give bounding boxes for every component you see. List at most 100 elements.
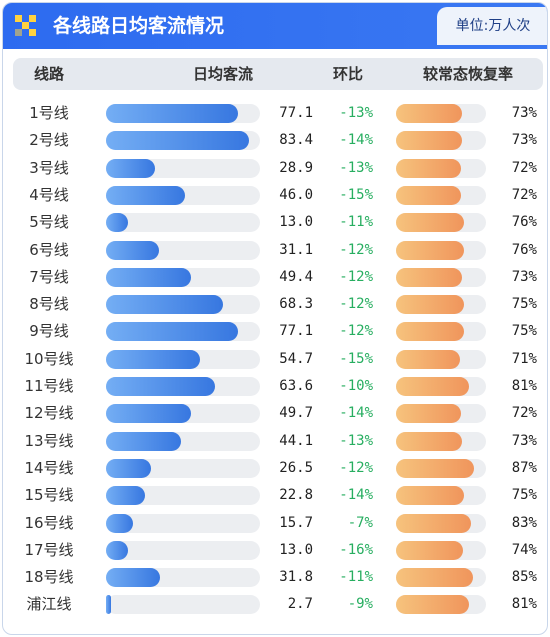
flow-bar (106, 185, 185, 205)
table-row: 15号线 22.8 -14% 75% (3, 482, 547, 509)
recovery-bar (396, 295, 464, 315)
recovery-bar (396, 540, 463, 560)
table-row: 8号线 68.3 -12% 75% (3, 291, 547, 318)
recovery-bar-track (396, 540, 486, 560)
flow-value: 83.4 (279, 132, 313, 149)
recovery-bar (396, 322, 464, 342)
flow-value: 13.0 (279, 541, 313, 558)
flow-value: 46.0 (279, 186, 313, 203)
flow-value: 68.3 (279, 296, 313, 313)
table-row: 17号线 13.0 -16% 74% (3, 537, 547, 564)
line-name: 9号线 (29, 322, 69, 341)
flow-bar (106, 377, 215, 396)
flow-bar (106, 458, 152, 478)
recovery-bar (396, 404, 461, 424)
change-value: -7% (347, 514, 373, 531)
table-row: 16号线 15.7 -7% 83% (3, 510, 547, 537)
flow-bar (106, 486, 145, 506)
table-row: 1号线 77.1 -13% 73% (3, 100, 547, 127)
recovery-value: 75% (511, 487, 537, 504)
change-value: -12% (339, 296, 373, 313)
line-name: 3号线 (29, 158, 69, 177)
recovery-bar (396, 104, 462, 123)
flow-value: 13.0 (279, 214, 313, 231)
recovery-bar-track (396, 595, 486, 615)
recovery-bar (396, 158, 461, 178)
flow-value: 77.1 (279, 323, 313, 340)
recovery-bar-track (396, 213, 486, 233)
column-header-change: 环比 (332, 65, 363, 83)
line-name: 8号线 (29, 295, 69, 314)
flow-bar-track (106, 540, 260, 560)
flow-value: 26.5 (279, 459, 313, 476)
change-value: -9% (347, 596, 373, 613)
flow-value: 44.1 (279, 432, 313, 449)
flow-value: 31.1 (279, 241, 313, 258)
flow-bar-track (106, 185, 260, 205)
recovery-bar-track (396, 568, 486, 588)
recovery-bar (396, 458, 475, 478)
flow-bar (106, 104, 238, 123)
table-row: 18号线 31.8 -11% 85% (3, 564, 547, 591)
flow-bar-track (106, 349, 260, 369)
recovery-bar-track (396, 131, 486, 151)
recovery-value: 87% (511, 459, 537, 476)
flow-bar-track (106, 131, 260, 151)
flow-bar-track (106, 404, 260, 424)
change-value: -12% (339, 459, 373, 476)
line-name: 6号线 (29, 240, 69, 259)
change-value: -15% (339, 350, 373, 367)
flow-value: 63.6 (279, 378, 313, 394)
flow-value: 2.7 (287, 596, 313, 613)
change-value: -15% (339, 186, 373, 203)
recovery-bar-track (396, 431, 486, 451)
unit-label: 单位:万人次 (437, 7, 547, 45)
chart-title: 各线路日均客流情况 (53, 15, 225, 37)
table-row: 6号线 31.1 -12% 76% (3, 237, 547, 264)
flow-value: 15.7 (279, 514, 313, 531)
recovery-bar-track (396, 486, 486, 506)
flow-bar-track (106, 377, 260, 396)
flow-value: 28.9 (279, 159, 313, 176)
flow-bar-track (106, 267, 260, 287)
flow-bar-track (106, 104, 260, 123)
flow-bar-track (106, 431, 260, 451)
flow-bar-track (106, 240, 260, 260)
line-name: 18号线 (24, 568, 74, 587)
flow-bar-track (106, 568, 260, 588)
flow-bar-track (106, 322, 260, 342)
change-value: -14% (339, 132, 373, 149)
flow-bar (106, 404, 192, 424)
flow-bar-track (106, 158, 260, 178)
recovery-bar-track (396, 158, 486, 178)
recovery-bar-track (396, 349, 486, 369)
checker-logo-icon (15, 15, 36, 36)
recovery-value: 81% (511, 596, 537, 613)
flow-bar (106, 322, 238, 342)
change-value: -11% (339, 214, 373, 231)
recovery-bar-track (396, 185, 486, 205)
recovery-bar (396, 240, 465, 260)
flow-bar-track (106, 513, 260, 533)
change-value: -14% (339, 487, 373, 504)
table-header: 线路 日均客流 环比 较常态恢复率 (13, 58, 543, 90)
table-row: 9号线 77.1 -12% 75% (3, 318, 547, 345)
line-name: 14号线 (24, 458, 74, 477)
recovery-value: 71% (511, 350, 537, 367)
flow-bar (106, 240, 160, 260)
recovery-bar (396, 131, 462, 151)
flow-bar (106, 131, 249, 151)
recovery-value: 75% (511, 296, 537, 313)
recovery-value: 73% (511, 268, 537, 285)
flow-value: 49.7 (279, 405, 313, 422)
line-name: 11号线 (24, 377, 74, 395)
recovery-bar-track (396, 267, 486, 287)
table-row: 13号线 44.1 -13% 73% (3, 428, 547, 455)
recovery-bar (396, 377, 469, 396)
recovery-bar (396, 267, 462, 287)
flow-bar (106, 267, 191, 287)
flow-bar (106, 540, 129, 560)
flow-bar (106, 568, 161, 588)
flow-bar-track (106, 595, 260, 615)
